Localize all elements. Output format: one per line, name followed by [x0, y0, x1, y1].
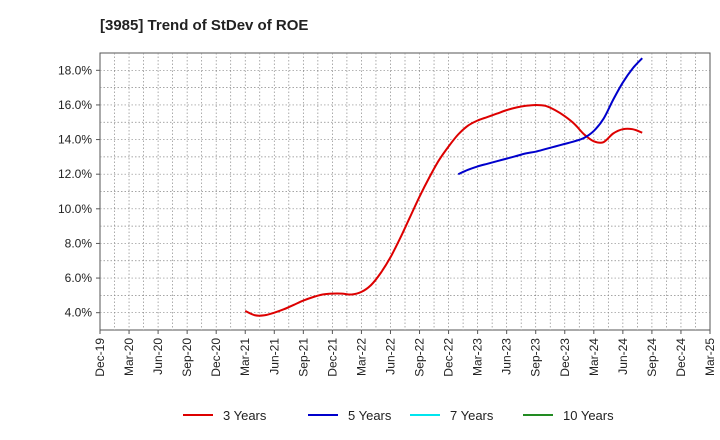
x-tick-label: Dec-23	[558, 338, 572, 377]
legend: 3 Years 5 Years 7 Years 10 Years	[183, 408, 614, 423]
x-tick-label: Dec-22	[442, 338, 456, 377]
x-tick-label: Sep-24	[645, 338, 659, 377]
x-tick-label: Sep-23	[529, 338, 543, 377]
series-line-1	[457, 57, 643, 176]
x-tick-label: Mar-21	[238, 338, 252, 376]
legend-label-3: 10 Years	[563, 408, 614, 423]
y-tick-label: 12.0%	[58, 167, 92, 181]
y-tick-label: 18.0%	[58, 63, 92, 77]
legend-label-1: 5 Years	[348, 408, 392, 423]
y-tick-label: 10.0%	[58, 202, 92, 216]
x-tick-label: Mar-25	[703, 338, 717, 376]
y-tick-label: 14.0%	[58, 133, 92, 147]
x-tick-label: Mar-24	[587, 338, 601, 376]
x-tick-label: Dec-20	[209, 338, 223, 377]
x-tick-label: Sep-20	[180, 338, 194, 377]
x-tick-label: Jun-22	[383, 338, 397, 375]
legend-label-2: 7 Years	[450, 408, 494, 423]
y-tick-label: 8.0%	[65, 236, 93, 250]
grid-lines	[100, 53, 710, 330]
y-tick-label: 4.0%	[65, 306, 93, 320]
x-tick-label: Mar-23	[471, 338, 485, 376]
x-tick-label: Mar-22	[354, 338, 368, 376]
x-tick-label: Dec-19	[93, 338, 107, 377]
series-lines	[244, 57, 643, 317]
x-tick-label: Sep-22	[413, 338, 427, 377]
y-tick-label: 6.0%	[65, 271, 93, 285]
x-tick-label: Jun-20	[151, 338, 165, 375]
x-tick-label: Jun-24	[616, 338, 630, 375]
chart-title: [3985] Trend of StDev of ROE	[100, 17, 308, 34]
y-tick-label: 16.0%	[58, 98, 92, 112]
x-tick-label: Jun-21	[267, 338, 281, 375]
x-tick-label: Dec-21	[325, 338, 339, 377]
x-tick-label: Jun-23	[500, 338, 514, 375]
x-tick-label: Mar-20	[122, 338, 136, 376]
x-tick-label: Dec-24	[674, 338, 688, 377]
x-tick-label: Sep-21	[296, 338, 310, 377]
legend-label-0: 3 Years	[223, 408, 267, 423]
y-axis: 4.0% 6.0% 8.0% 10.0% 12.0% 14.0% 16.0% 18.0%	[58, 63, 100, 320]
x-axis: Dec-19 Mar-20 Jun-20 Sep-20 Dec-20 Mar-21 Jun-…	[93, 330, 717, 377]
series-line-0	[244, 103, 643, 317]
